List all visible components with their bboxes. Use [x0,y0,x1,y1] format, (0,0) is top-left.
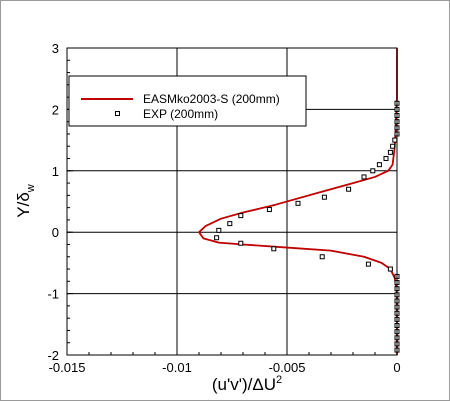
exp-data-point [216,227,222,233]
exp-data-point [365,261,371,267]
exp-data-point [214,235,220,241]
y-tick-label: 3 [52,41,59,56]
exp-data-point [295,200,301,206]
legend-marker-swatch [115,111,120,116]
plot-border [66,47,398,356]
legend-box [68,75,307,127]
legend: EASMko2003-S (200mm) EXP (200mm) [68,75,307,127]
y-tick-label: -2 [47,348,59,363]
x-tick-label: -0.015 [49,360,86,375]
x-axis-title-main: (u'v')/ΔU [212,375,276,394]
exp-data-point [370,168,376,174]
x-tick-label: 0 [393,360,400,375]
y-axis-title-main: Y/δ [14,192,33,218]
model-curve-line [198,48,398,355]
x-axis-title-superscript: 2 [276,374,282,386]
exp-data-point [376,162,382,168]
y-axis-title-subscript: w [25,184,37,193]
exp-data-point [227,221,233,227]
y-tick-label: 2 [52,102,59,117]
exp-data-point [319,254,325,260]
exp-data-point [387,149,393,155]
exp-data-point [238,240,244,246]
exp-data-point [390,143,396,149]
exp-data-point [321,194,327,200]
y-tick-label: -1 [47,287,59,302]
legend-label-model: EASMko2003-S (200mm) [143,92,280,106]
ticks: -0.015 -0.01 -0.005 0 -2 -1 0 1 2 3 [47,41,400,375]
x-tick-label: -0.005 [269,360,306,375]
exp-data-point [361,174,367,180]
exp-data-point [238,213,244,219]
exp-data-point [346,186,352,192]
y-tick-label: 1 [52,164,59,179]
exp-data-point [271,246,277,252]
x-tick-label: -0.01 [162,360,192,375]
legend-label-exp: EXP (200mm) [143,107,218,121]
exp-data-point [266,206,272,212]
y-tick-label: 0 [52,225,59,240]
exp-data-point [383,156,389,162]
exp-data-point [387,266,393,272]
y-axis-title: Y/δw [14,184,37,218]
x-axis-title: (u'v')/ΔU2 [212,374,282,394]
exp-data-point [392,137,398,143]
